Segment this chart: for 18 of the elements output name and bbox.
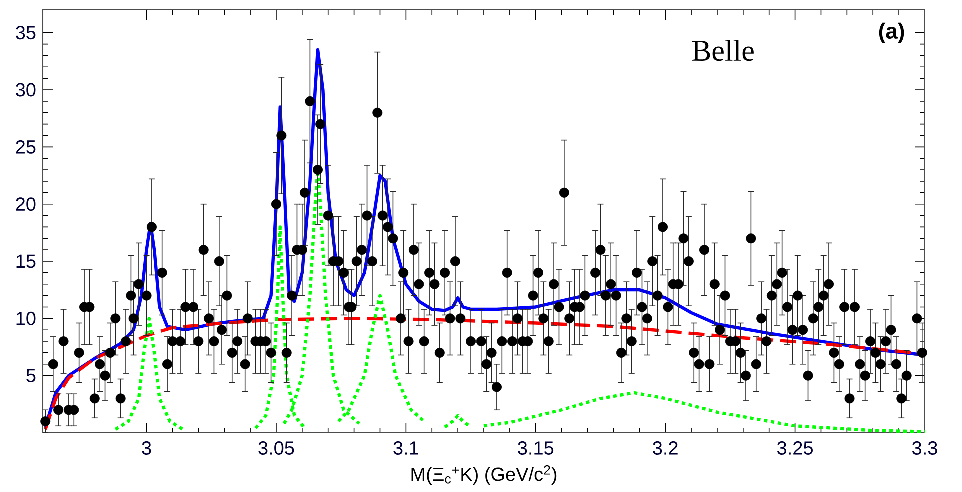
x-tick-label: 3.15	[518, 442, 554, 455]
line-series	[114, 317, 185, 432]
y-tick-label: 20	[16, 198, 36, 212]
y-tick-label: 10	[16, 312, 36, 326]
x-tick-label: 3.2	[653, 442, 678, 455]
y-tick-label: 25	[16, 140, 36, 154]
y-tick-label: 15	[16, 254, 36, 268]
y-tick-label: 35	[16, 26, 36, 40]
x-axis-title: M(Ξ$_{c}$$^{+}$K) (GeV/c$^{2}$)	[412, 466, 557, 486]
x-tick-label: 3.05	[258, 442, 294, 455]
x-tick-label: 3.25	[778, 442, 813, 455]
x-tick-label: 3.3	[912, 442, 938, 455]
y-tick-label: 5	[26, 369, 36, 382]
annotation: (a)	[879, 22, 904, 44]
x-tick-label: 3	[142, 442, 152, 455]
y-tick-label: 30	[16, 83, 36, 97]
annotation: Belle	[692, 40, 754, 62]
x-tick-label: 3.1	[394, 442, 418, 455]
